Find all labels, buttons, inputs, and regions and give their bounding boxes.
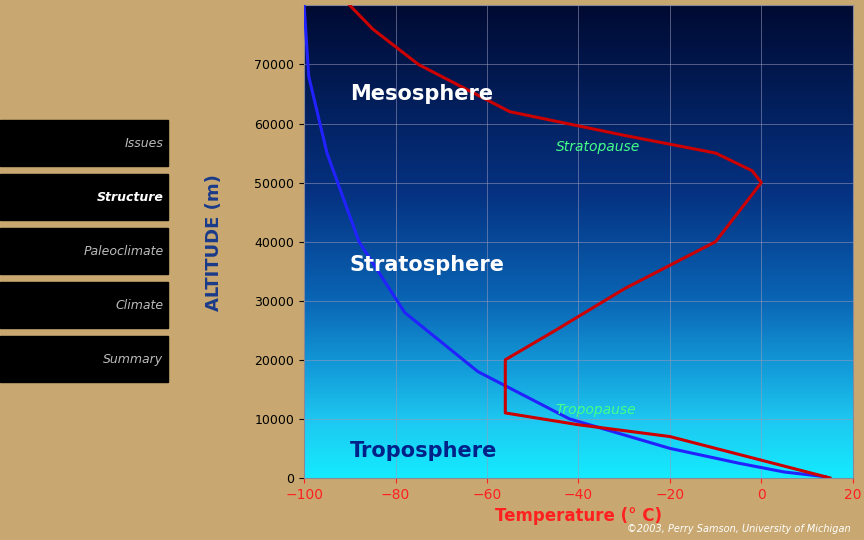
- Bar: [0, 174, 168, 220]
- Text: Tropopause: Tropopause: [556, 403, 636, 417]
- Text: Stratosphere: Stratosphere: [350, 255, 505, 275]
- Bar: [0, 120, 168, 166]
- Bar: [0, 336, 168, 382]
- Text: Climate: Climate: [115, 299, 163, 312]
- Text: Troposphere: Troposphere: [350, 441, 497, 461]
- Text: Summary: Summary: [104, 353, 163, 366]
- Text: ALTITUDE (m): ALTITUDE (m): [206, 174, 223, 312]
- Text: Paleoclimate: Paleoclimate: [83, 245, 163, 258]
- Text: Issues: Issues: [124, 137, 163, 150]
- Bar: [0, 282, 168, 328]
- Text: Stratopause: Stratopause: [556, 140, 640, 154]
- Text: Mesosphere: Mesosphere: [350, 84, 493, 104]
- Bar: [0, 228, 168, 274]
- Text: Structure: Structure: [97, 191, 163, 204]
- Text: ©2003, Perry Samson, University of Michigan: ©2003, Perry Samson, University of Michi…: [627, 524, 851, 534]
- X-axis label: Temperature (° C): Temperature (° C): [495, 507, 662, 525]
